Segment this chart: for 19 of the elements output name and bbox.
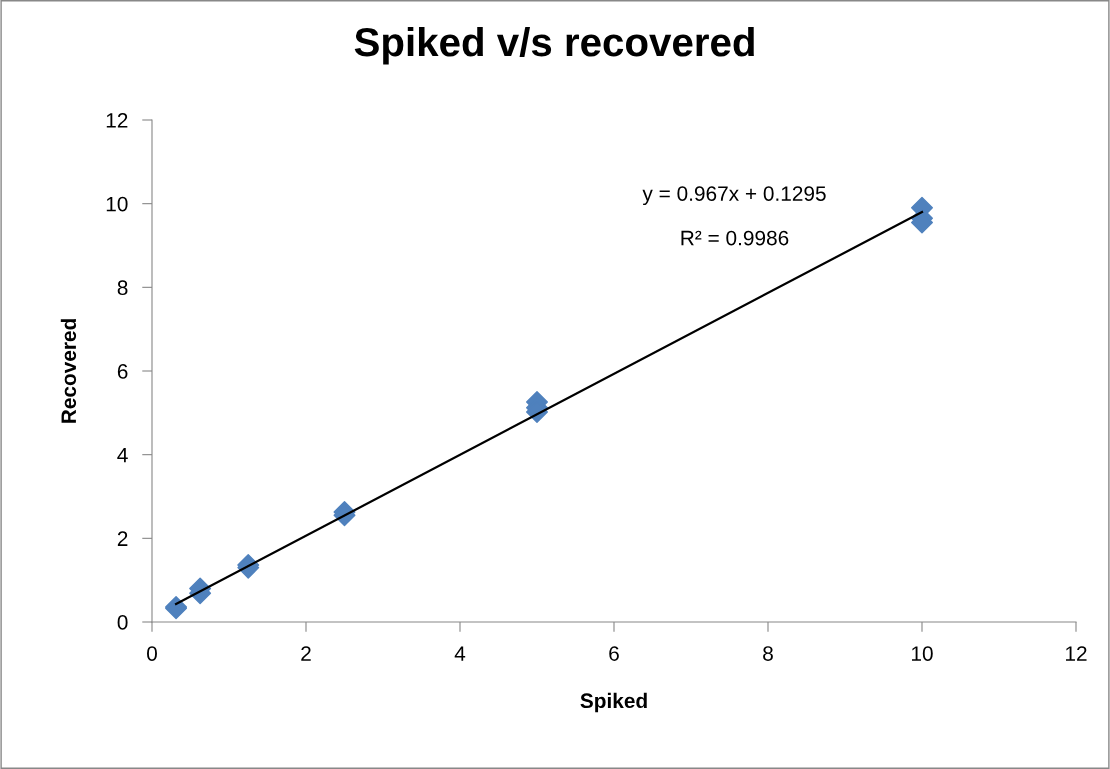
x-tick-label: 0	[147, 646, 157, 661]
x-tick-label: 12	[1066, 646, 1087, 661]
x-tick-label: 4	[454, 646, 466, 661]
y-tick-label: 8	[117, 280, 128, 296]
y-axis-title: Recovered	[60, 319, 77, 423]
y-tick-label: 0	[117, 615, 128, 630]
x-tick-label: 8	[763, 646, 773, 661]
x-tick-label: 6	[609, 646, 619, 661]
x-axis-title: Spiked	[580, 692, 647, 713]
annotation: y = 0.967x + 0.1295	[642, 186, 826, 206]
y-tick-label: 4	[117, 447, 128, 463]
y-tick-label: 6	[117, 364, 128, 379]
y-tick-label: 12	[106, 113, 128, 128]
chart-title: Spiked v/s recovered	[354, 26, 754, 65]
y-tick-label: 2	[117, 531, 128, 546]
x-tick-label: 10	[912, 646, 933, 661]
x-tick-label: 2	[301, 646, 311, 661]
y-tick-label: 10	[106, 196, 128, 212]
annotation: R² = 0.9986	[681, 230, 789, 246]
